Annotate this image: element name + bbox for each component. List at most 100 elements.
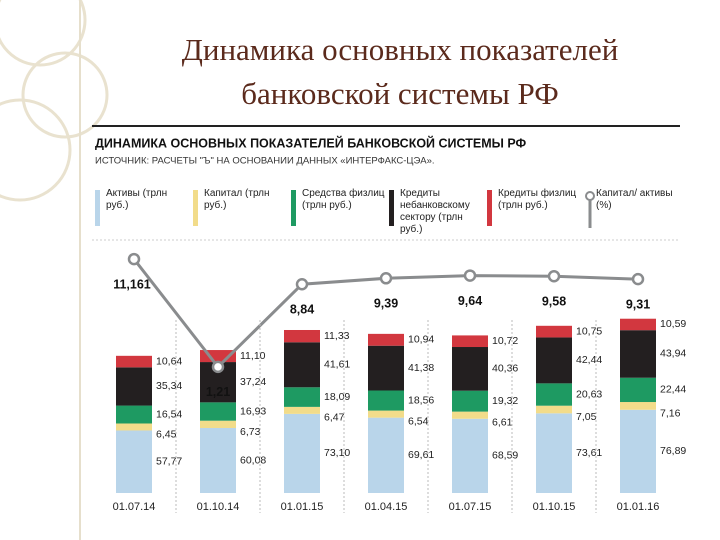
x-tick-label: 01.07.15: [449, 501, 492, 513]
chart-title: ДИНАМИКА ОСНОВНЫХ ПОКАЗАТЕЛЕЙ БАНКОВСКОЙ…: [95, 135, 527, 150]
bar-segment: [368, 333, 404, 346]
value-label: 57,77: [156, 456, 182, 468]
slide-title: Динамика основных показателей банковской…: [181, 32, 619, 111]
value-label: 43,94: [660, 348, 686, 360]
value-label: 7,05: [576, 411, 597, 423]
bar-segment: [620, 318, 656, 331]
bar-segment: [536, 383, 572, 406]
bar-segment: [452, 390, 488, 412]
legend-swatch: [487, 190, 492, 226]
bar-segment: [620, 402, 656, 410]
legend-label: Капитал (трлн руб.): [204, 188, 270, 211]
bar-segment: [620, 409, 656, 493]
value-label: 18,56: [408, 394, 434, 406]
line-value-label: 9,31: [626, 297, 650, 311]
bar-segment: [536, 325, 572, 338]
bar-segment: [284, 413, 320, 493]
value-label: 35,34: [156, 380, 182, 392]
line-value-label: 9,64: [458, 294, 482, 308]
line-marker: [547, 269, 561, 283]
value-label: 22,44: [660, 384, 686, 396]
x-tick-label: 01.04.15: [365, 501, 408, 513]
line-marker: [463, 269, 477, 282]
legend-label: Кредиты физлиц (трлн руб.): [498, 188, 577, 211]
bar-segment: [620, 330, 656, 378]
bar-segment: [116, 355, 152, 368]
line-marker: [127, 252, 141, 266]
line-marker: [379, 272, 393, 285]
legend-swatch: [585, 190, 595, 228]
decoration: [0, 0, 109, 540]
value-label: 10,59: [660, 318, 686, 330]
value-label: 69,61: [408, 449, 434, 461]
bar-segment: [368, 417, 404, 493]
bar-segment: [368, 410, 404, 418]
value-label: 10,94: [408, 334, 434, 346]
value-label: 10,72: [492, 335, 518, 347]
line-value-label: 9,39: [374, 297, 398, 311]
value-label: 73,10: [324, 447, 350, 459]
value-label: 16,93: [240, 405, 266, 417]
bar-segment: [536, 337, 572, 384]
bar-segment: [536, 413, 572, 493]
legend-swatch: [193, 190, 198, 226]
line-value-label: 8,84: [290, 303, 314, 317]
legend-swatch: [95, 190, 100, 226]
value-label: 37,24: [240, 376, 266, 388]
value-label: 18,09: [324, 391, 350, 403]
line-value-label: 1,21: [206, 385, 230, 399]
bar-segment: [284, 329, 320, 343]
bar-segment: [284, 342, 320, 388]
bar-segment: [284, 387, 320, 407]
value-label: 10,64: [156, 355, 182, 367]
bar-segment: [620, 377, 656, 403]
value-label: 6,45: [156, 428, 177, 440]
bar-segment: [452, 418, 488, 493]
value-label: 6,73: [240, 426, 261, 438]
x-tick-label: 01.10.15: [533, 501, 576, 513]
bar-segment: [200, 427, 236, 493]
bar-segment: [536, 405, 572, 414]
value-label: 16,54: [156, 408, 182, 420]
value-label: 7,16: [660, 408, 681, 420]
bar-segment: [452, 347, 488, 391]
value-label: 6,47: [324, 412, 345, 424]
bar-segment: [116, 405, 152, 424]
value-label: 6,54: [408, 415, 429, 427]
value-label: 76,89: [660, 445, 686, 457]
value-label: 68,59: [492, 450, 518, 462]
legend-label: Капитал/ активы (%): [596, 188, 673, 211]
line-marker: [295, 277, 309, 291]
line-value-label: 11,161: [113, 277, 151, 291]
value-label: 10,75: [576, 325, 602, 337]
chart-subtitle: ИСТОЧНИК: РАСЧЕТЫ "Ъ" НА ОСНОВАНИИ ДАННЫ…: [95, 156, 435, 167]
bar-segment: [116, 423, 152, 431]
legend-label: Активы (трлн руб.): [106, 188, 168, 211]
bar-segment: [368, 390, 404, 411]
bar-segment: [284, 406, 320, 414]
value-label: 19,32: [492, 395, 518, 407]
x-tick-label: 01.01.16: [617, 501, 660, 513]
value-label: 40,36: [492, 363, 518, 375]
legend-swatch: [389, 190, 394, 226]
value-label: 11,33: [324, 330, 350, 342]
value-label: 20,63: [576, 388, 602, 400]
line-value-label: 9,58: [542, 295, 566, 309]
bar-segment: [368, 345, 404, 391]
bar-segment: [200, 402, 236, 421]
legend-label: Кредиты небанковскому сектору (трлн руб.…: [400, 188, 470, 235]
x-tick-label: 01.07.14: [113, 501, 156, 513]
value-label: 42,44: [576, 354, 602, 366]
line-marker: [211, 360, 225, 374]
value-label: 41,61: [324, 359, 350, 371]
bar-segment: [452, 411, 488, 419]
bar-segment: [116, 367, 152, 406]
value-label: 6,61: [492, 417, 513, 429]
value-label: 73,61: [576, 447, 602, 459]
bar-segment: [452, 335, 488, 348]
bar-segment: [116, 430, 152, 493]
value-label: 41,38: [408, 362, 434, 374]
legend-label: Средства физлиц (трлн руб.): [302, 188, 385, 211]
bar-segment: [200, 420, 236, 428]
